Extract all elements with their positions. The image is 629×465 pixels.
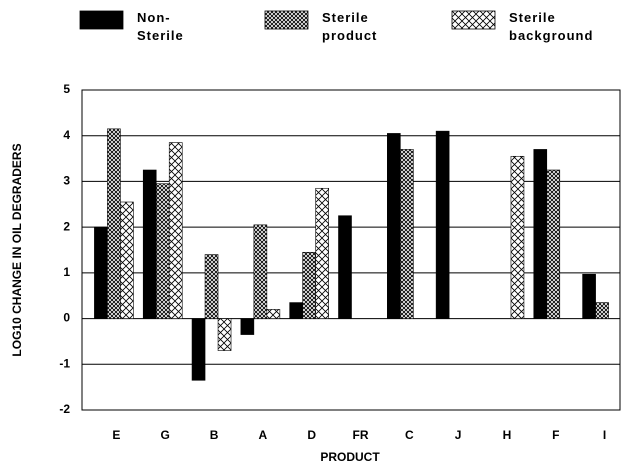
x-axis-label: PRODUCT [320,450,380,464]
x-tick-label: G [161,428,170,442]
bar [107,128,121,319]
bar [387,133,401,319]
bar [315,187,329,319]
legend-swatch [79,10,124,30]
bar [533,149,548,319]
y-tick-label: -2 [59,402,70,416]
y-axis-label: LOG10 CHANGE IN OIL DEGRADERS [10,143,24,356]
x-tick-label: I [603,428,606,442]
y-tick-label: -1 [59,356,70,370]
x-tick-label: FR [353,428,369,442]
y-tick-label: 5 [63,82,70,96]
x-tick-label: A [259,428,268,442]
y-tick-label: 2 [63,219,70,233]
bar [94,226,108,319]
bar [595,302,609,319]
bar [510,155,525,319]
bar [546,169,561,319]
bar [289,302,303,319]
legend-swatch [264,10,309,30]
bar [142,169,157,319]
bar [120,201,134,319]
bar [217,318,232,351]
legend-label: Non-Sterile [137,10,184,43]
bar [302,251,316,319]
x-tick-label: B [210,428,219,442]
bar [266,309,281,319]
x-tick-label: J [455,428,462,442]
y-tick-label: 1 [63,265,70,279]
bar [253,224,268,319]
bar [155,183,170,319]
legend-swatch [451,10,496,30]
x-tick-label: F [552,428,559,442]
y-tick-label: 0 [63,311,70,325]
x-tick-label: C [405,428,414,442]
bar [204,254,219,319]
bar [191,318,206,381]
legend-label: Sterile background [509,10,594,43]
bar [582,273,596,319]
x-tick-label: H [503,428,512,442]
bar [168,142,183,319]
x-tick-label: D [307,428,316,442]
bar [240,318,255,335]
x-tick-label: E [112,428,120,442]
bar [435,130,450,319]
bar [338,215,352,319]
legend-label: Sterile product [322,10,378,43]
bar [400,149,414,319]
y-tick-label: 4 [63,128,70,142]
y-tick-label: 3 [63,174,70,188]
